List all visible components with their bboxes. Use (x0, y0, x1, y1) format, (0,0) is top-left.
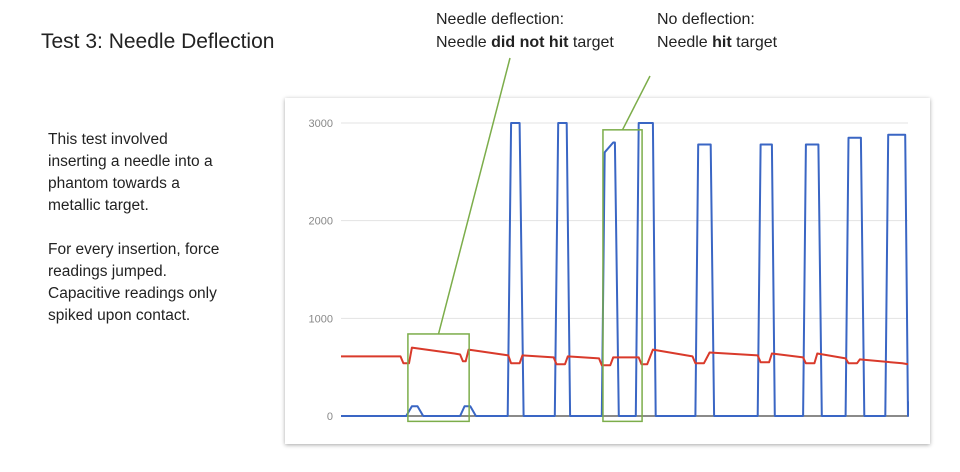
callout-left-post: target (568, 34, 614, 51)
callout-left-bold: did not hit (491, 34, 569, 51)
callout-left-line2: Needle did not hit target (436, 31, 614, 54)
chart-card: 0 1000 2000 3000 (285, 98, 930, 444)
slide-title: Test 3: Needle Deflection (41, 30, 275, 53)
callout-right-pre: Needle (657, 34, 713, 51)
y-tick-label-3000: 3000 (309, 118, 333, 130)
y-tick-label-0: 0 (327, 411, 333, 423)
callout-right-line1: No deflection: (657, 11, 755, 28)
description-text: This test involved inserting a needle in… (48, 129, 228, 349)
callout-no-deflection: No deflection: Needle hit target (657, 8, 777, 54)
callout-right-line2: Needle hit target (657, 31, 777, 54)
callout-left-line1: Needle deflection: (436, 11, 565, 28)
description-paragraph-2: For every insertion, force readings jump… (48, 241, 220, 324)
callout-left-pre: Needle (436, 34, 492, 51)
line-chart: 0 1000 2000 3000 (309, 118, 909, 423)
series-force-line (341, 346, 909, 367)
description-paragraph-1: This test involved inserting a needle in… (48, 131, 213, 214)
highlight-box-1 (407, 333, 470, 423)
callout-right-bold: hit (712, 34, 732, 51)
callout-needle-deflection: Needle deflection: Needle did not hit ta… (436, 8, 614, 54)
y-tick-label-2000: 2000 (309, 216, 333, 228)
series-capacitive-line (341, 122, 909, 417)
y-tick-label-1000: 1000 (309, 313, 333, 325)
callout-right-post: target (731, 34, 778, 51)
